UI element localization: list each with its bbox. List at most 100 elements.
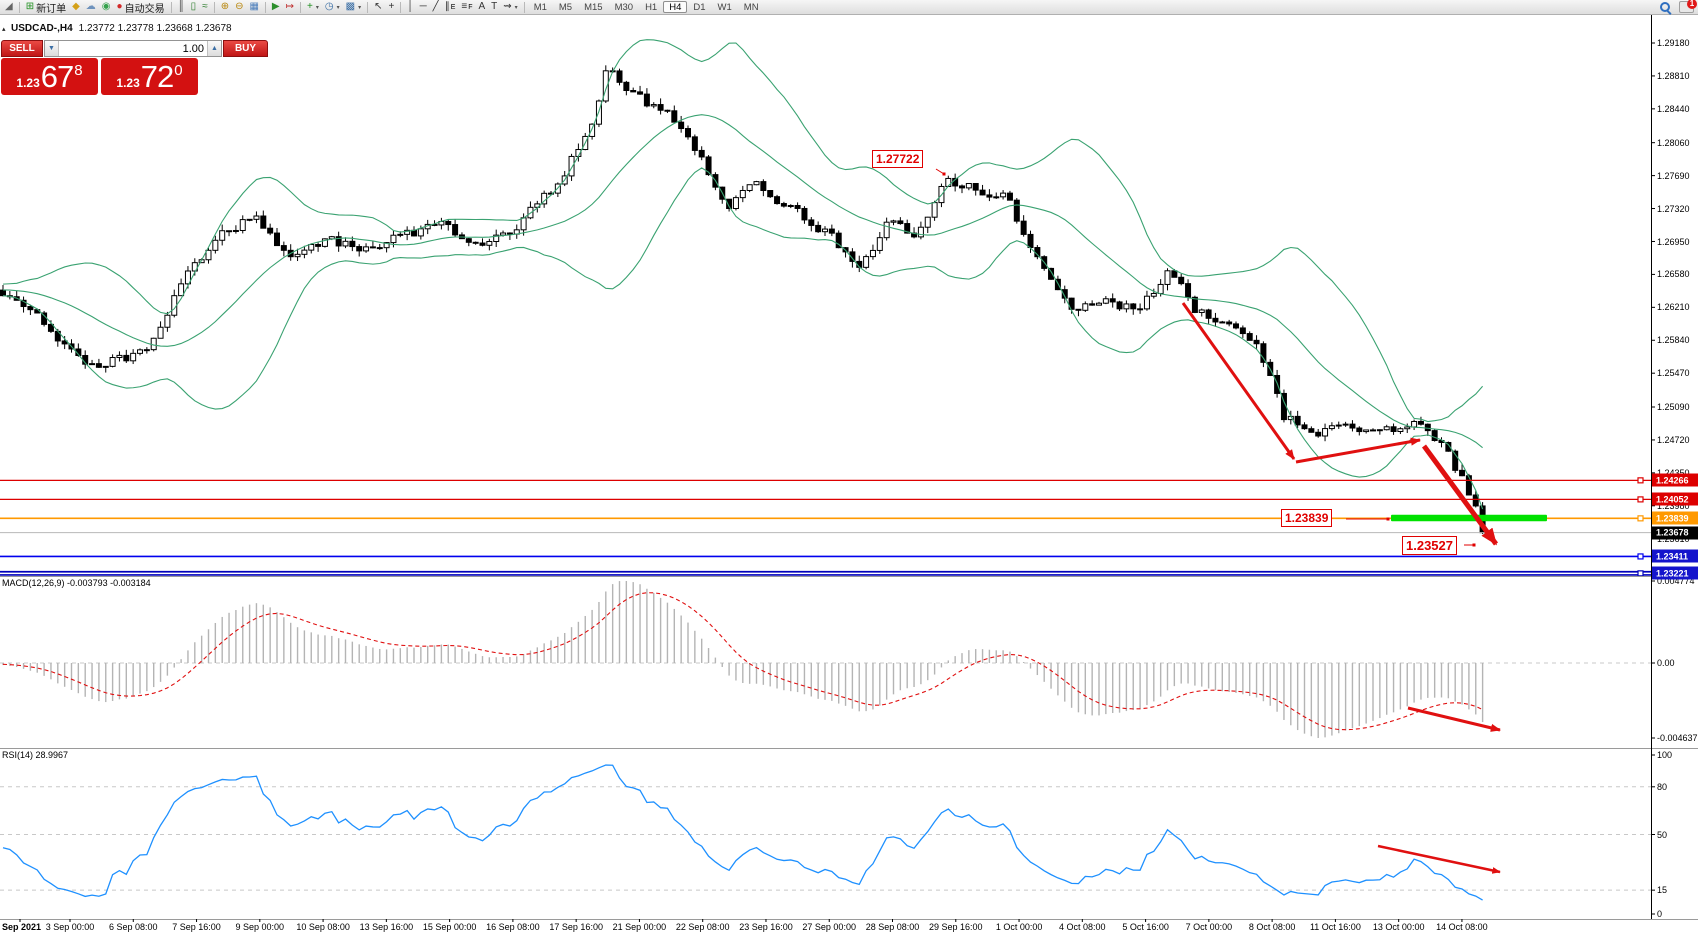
timeframe-m1-button[interactable]: M1 xyxy=(528,1,553,13)
timeframe-w1-button[interactable]: W1 xyxy=(712,1,738,13)
cursor-button[interactable]: ↖ xyxy=(371,1,385,13)
text-button[interactable]: A xyxy=(476,1,489,13)
zoom-out-button[interactable]: ⊖ xyxy=(232,1,246,13)
macd-axis-label: 0.004774 xyxy=(1657,576,1695,586)
new-order-button[interactable]: ⊞ 新订单 xyxy=(23,1,69,15)
dropdown-caret-icon: ▾ xyxy=(336,4,340,11)
auto-scroll-button[interactable]: ▶ xyxy=(269,1,283,13)
sell-price-sup: 8 xyxy=(74,61,83,79)
line-chart-button[interactable]: ≈ xyxy=(199,1,211,13)
hline-handle[interactable] xyxy=(1637,496,1644,503)
green-support-band[interactable] xyxy=(1391,514,1547,522)
symbol-period-label: USDCAD-,H4 xyxy=(11,23,73,34)
signals-button[interactable]: ◉ xyxy=(99,1,114,13)
line-chart-icon: ≈ xyxy=(202,1,208,12)
templates-button[interactable]: ▩ ▾ xyxy=(343,1,364,13)
sell-button[interactable]: SELL xyxy=(1,40,43,57)
rsi-arrow[interactable] xyxy=(1377,844,1501,874)
prev-tool-button[interactable]: ◢ xyxy=(2,1,16,13)
time-axis-label: 28 Sep 08:00 xyxy=(865,922,920,932)
price-axis-label: 1.28810 xyxy=(1657,70,1690,81)
buy-button[interactable]: BUY xyxy=(223,40,268,57)
toolbar-separator xyxy=(400,1,402,13)
time-axis-label: 5 Oct 16:00 xyxy=(1122,922,1169,932)
annotation-anchor xyxy=(1386,517,1390,521)
hline-handle[interactable] xyxy=(1637,553,1644,560)
zoom-in-button[interactable]: ⊕ xyxy=(218,1,232,13)
timeframe-d1-button[interactable]: D1 xyxy=(687,1,711,13)
trend-arrow-down-1[interactable] xyxy=(1181,302,1296,460)
volume-increase-button[interactable]: ▲ xyxy=(207,41,221,56)
toolbar-separator xyxy=(213,1,215,13)
tile-windows-button[interactable]: ▦ xyxy=(246,1,261,13)
hline-handle[interactable] xyxy=(1637,477,1644,484)
clock-icon: ◷ xyxy=(324,1,334,12)
trend-arrow-down-3[interactable] xyxy=(1421,444,1499,546)
periods-button[interactable]: ◷ ▾ xyxy=(322,1,343,13)
toolbar-separator xyxy=(170,1,172,13)
gold-button[interactable]: ◆ xyxy=(69,1,83,13)
dropdown-caret-icon: ▾ xyxy=(514,4,518,11)
trade-panel-toggle-icon[interactable]: ▴ xyxy=(2,26,6,33)
trendline-button[interactable]: ╱ xyxy=(430,1,442,13)
signal-icon: ◉ xyxy=(101,1,111,12)
price-tag-1.23411: 1.23411 xyxy=(1652,549,1698,563)
price-annotation-1.23527[interactable]: 1.23527 xyxy=(1402,536,1457,555)
notification-icon[interactable]: 1 xyxy=(1679,0,1697,13)
axis-ticks xyxy=(19,42,1655,922)
dropdown-caret-icon: ▾ xyxy=(315,4,319,11)
tile-windows-icon: ▦ xyxy=(249,1,259,12)
timeframe-h4-button[interactable]: H4 xyxy=(663,1,688,13)
toolbar-separator xyxy=(367,1,369,13)
market-button[interactable]: ☁ xyxy=(83,1,99,13)
chart-shift-icon: ↦ xyxy=(285,1,295,12)
new-order-icon: ⊞ xyxy=(25,1,35,12)
hline-handle[interactable] xyxy=(1637,515,1644,522)
timeframe-h1-button[interactable]: H1 xyxy=(639,1,663,13)
candlestick-button[interactable]: ▯ xyxy=(188,1,200,13)
price-tag-1.23678: 1.23678 xyxy=(1652,526,1698,540)
rsi-indicator-label: RSI(14) 28.9967 xyxy=(2,750,69,760)
hline-button[interactable]: ─ xyxy=(417,1,430,13)
buy-price-panel[interactable]: 1.23 72 0 xyxy=(101,58,198,95)
search-icon[interactable] xyxy=(1659,1,1672,14)
chart-shift-button[interactable]: ↦ xyxy=(283,1,297,13)
crosshair-button[interactable]: + xyxy=(385,1,397,13)
price-annotation-1.23839[interactable]: 1.23839 xyxy=(1281,509,1333,527)
trend-arrow-flat-2[interactable] xyxy=(1295,437,1422,464)
macd-arrow[interactable] xyxy=(1407,706,1501,732)
rsi-pane xyxy=(2,764,1483,901)
rsi-axis-label: 0 xyxy=(1657,909,1663,919)
bollinger-bands xyxy=(2,39,1484,510)
macd-indicator-label: MACD(12,26,9) -0.003793 -0.003184 xyxy=(2,578,151,588)
timeframe-mn-button[interactable]: MN xyxy=(738,1,765,13)
fibo-button[interactable]: ≡ F xyxy=(458,1,475,13)
hline-handle[interactable] xyxy=(1637,570,1644,577)
volume-input[interactable] xyxy=(59,41,207,56)
timeframe-m5-button[interactable]: M5 xyxy=(553,1,578,13)
indicators-button[interactable]: + ▾ xyxy=(304,1,322,13)
rsi-axis-label: 15 xyxy=(1657,885,1668,896)
timeframe-m30-button[interactable]: M30 xyxy=(609,1,639,13)
time-axis-label: 21 Sep 00:00 xyxy=(612,922,667,932)
channel-button[interactable]: ∥ E xyxy=(442,1,459,13)
text-label-button[interactable]: T xyxy=(488,1,500,13)
toolbar-separator xyxy=(300,1,302,13)
new-order-button-label: 新订单 xyxy=(36,3,67,15)
cloud-icon: ☁ xyxy=(85,1,96,12)
gold-bar-icon: ◆ xyxy=(72,1,80,12)
price-annotation-1.27722[interactable]: 1.27722 xyxy=(872,150,924,168)
arrows-button[interactable]: ⇝ ▾ xyxy=(500,1,520,13)
sell-price-prefix: 1.23 xyxy=(16,75,40,90)
volume-decrease-button[interactable]: ▼ xyxy=(45,41,59,56)
price-axis-label: 1.28060 xyxy=(1657,137,1690,148)
time-axis-label: 1 Oct 00:00 xyxy=(995,922,1043,932)
sell-price-panel[interactable]: 1.23 67 8 xyxy=(1,58,98,95)
bar-chart-button[interactable]: ║ xyxy=(175,1,188,13)
sell-price-big: 67 xyxy=(40,59,74,94)
timeframe-m15-button[interactable]: M15 xyxy=(578,1,608,13)
vline-button[interactable]: │ xyxy=(404,1,416,13)
autotrading-button[interactable]: ● 自动交易 xyxy=(114,1,168,15)
